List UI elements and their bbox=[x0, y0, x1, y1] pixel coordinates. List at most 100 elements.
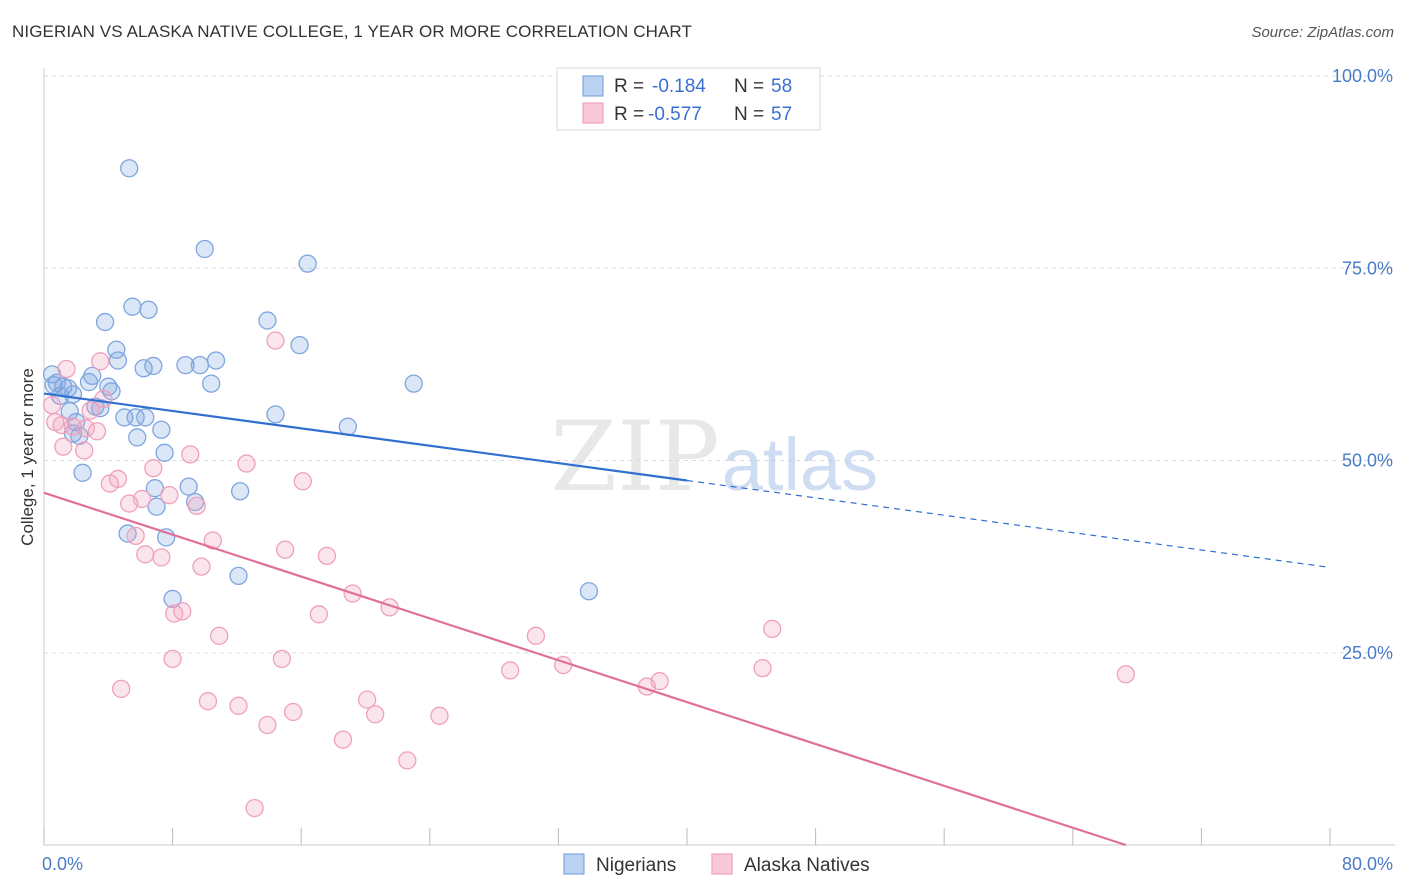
point-nigerian bbox=[206, 351, 226, 370]
watermark: ZIP atlas bbox=[550, 401, 878, 513]
chart-title: NIGERIAN VS ALASKA NATIVE COLLEGE, 1 YEA… bbox=[12, 22, 692, 41]
point-alaska-native bbox=[91, 352, 110, 371]
point-alaska-native bbox=[152, 548, 171, 567]
point-nigerian bbox=[266, 405, 285, 424]
point-alaska-native bbox=[132, 489, 152, 509]
grid-lines bbox=[44, 75, 1395, 654]
point-nigerian bbox=[258, 311, 277, 330]
point-alaska-native bbox=[173, 602, 192, 621]
point-nigerian bbox=[195, 239, 214, 259]
point-nigerian bbox=[147, 497, 166, 516]
source-credit: Source: ZipAtlas.com bbox=[1251, 24, 1394, 41]
point-alaska-native bbox=[763, 619, 782, 639]
point-nigerian bbox=[404, 374, 423, 393]
trend-line-0 bbox=[43, 392, 688, 482]
y-tick-label: 100.0% bbox=[1332, 66, 1393, 86]
point-alaska-native bbox=[42, 395, 62, 415]
point-nigerian bbox=[95, 312, 115, 332]
point-alaska-native bbox=[650, 672, 669, 691]
point-alaska-native bbox=[198, 692, 218, 711]
point-alaska-native bbox=[272, 649, 292, 669]
legend-r-value-2: -0.577 bbox=[648, 104, 702, 125]
point-alaska-native bbox=[309, 605, 329, 624]
legend-swatch-nigerians bbox=[582, 75, 604, 97]
point-alaska-native bbox=[94, 389, 113, 409]
legend-n-value-2: 57 bbox=[771, 104, 792, 125]
legend-n-value-1: 58 bbox=[771, 76, 792, 97]
point-alaska-native bbox=[126, 526, 145, 546]
point-alaska-native bbox=[317, 546, 337, 566]
point-nigerian bbox=[179, 477, 198, 496]
point-alaska-native bbox=[136, 545, 155, 564]
watermark-atlas: atlas bbox=[722, 423, 878, 506]
point-nigerian bbox=[126, 408, 145, 427]
trend-line-1 bbox=[43, 491, 1127, 847]
point-alaska-native bbox=[245, 798, 264, 818]
point-nigerian bbox=[298, 254, 317, 273]
series-1-points bbox=[42, 331, 1135, 818]
trend-line-extension-0 bbox=[686, 479, 1331, 568]
series-legend-swatch-nigerians bbox=[563, 853, 585, 875]
legend-r-value-1: -0.184 bbox=[652, 76, 706, 97]
series-legend-swatch-alaska-natives bbox=[711, 853, 733, 875]
point-alaska-native bbox=[237, 454, 256, 473]
stats-legend: R = -0.184 N = 58 R = -0.577 N = 57 bbox=[556, 67, 821, 131]
point-nigerian bbox=[176, 355, 195, 375]
point-alaska-native bbox=[187, 496, 206, 516]
point-alaska-native bbox=[753, 658, 772, 678]
point-nigerian bbox=[338, 417, 357, 436]
series-legend: Nigerians Alaska Natives bbox=[563, 853, 870, 876]
point-alaska-native bbox=[526, 626, 546, 645]
point-alaska-native bbox=[75, 441, 94, 460]
point-alaska-native bbox=[293, 472, 312, 491]
point-nigerian bbox=[123, 297, 142, 316]
point-alaska-native bbox=[192, 557, 211, 576]
point-alaska-native bbox=[54, 437, 73, 456]
point-alaska-native bbox=[76, 419, 95, 438]
point-alaska-native bbox=[210, 626, 229, 645]
point-nigerian bbox=[73, 463, 92, 482]
legend-n-label-2: N = bbox=[734, 104, 764, 125]
point-nigerian bbox=[63, 385, 83, 404]
point-alaska-native bbox=[398, 751, 417, 770]
point-nigerian bbox=[139, 300, 158, 319]
point-nigerian bbox=[60, 402, 79, 421]
y-tick-label: 75.0% bbox=[1342, 258, 1393, 278]
point-alaska-native bbox=[365, 705, 385, 724]
x-tick-label-min: 0.0% bbox=[42, 854, 83, 874]
point-alaska-native bbox=[112, 679, 131, 699]
legend-r-label-1: R = bbox=[614, 76, 644, 97]
y-tick-label: 25.0% bbox=[1342, 643, 1393, 663]
x-tick-label-max: 80.0% bbox=[1342, 854, 1393, 874]
legend-n-label-1: N = bbox=[734, 76, 764, 97]
legend-r-label-2: R = bbox=[614, 104, 644, 125]
point-nigerian bbox=[290, 335, 309, 355]
point-nigerian bbox=[230, 482, 250, 501]
point-nigerian bbox=[163, 589, 182, 609]
point-nigerian bbox=[579, 582, 599, 601]
point-alaska-native bbox=[275, 540, 295, 559]
point-alaska-native bbox=[81, 401, 100, 420]
point-alaska-native bbox=[181, 445, 200, 464]
point-nigerian bbox=[155, 443, 174, 462]
point-alaska-native bbox=[357, 690, 377, 709]
point-alaska-native bbox=[57, 359, 76, 379]
point-alaska-native bbox=[333, 730, 353, 749]
point-alaska-native bbox=[258, 715, 277, 735]
point-nigerian bbox=[144, 356, 163, 376]
point-alaska-native bbox=[229, 696, 248, 715]
y-tick-label: 50.0% bbox=[1342, 451, 1393, 471]
point-nigerian bbox=[136, 408, 155, 427]
data-points bbox=[42, 159, 1135, 818]
point-alaska-native bbox=[144, 459, 163, 478]
point-nigerian bbox=[229, 566, 248, 585]
watermark-zip: ZIP bbox=[550, 401, 719, 513]
point-nigerian bbox=[83, 366, 102, 386]
legend-swatch-alaska-natives bbox=[582, 102, 604, 124]
point-nigerian bbox=[108, 351, 128, 370]
point-alaska-native bbox=[266, 331, 285, 350]
point-nigerian bbox=[190, 355, 210, 375]
point-alaska-native bbox=[160, 485, 179, 505]
point-alaska-native bbox=[1116, 665, 1135, 684]
